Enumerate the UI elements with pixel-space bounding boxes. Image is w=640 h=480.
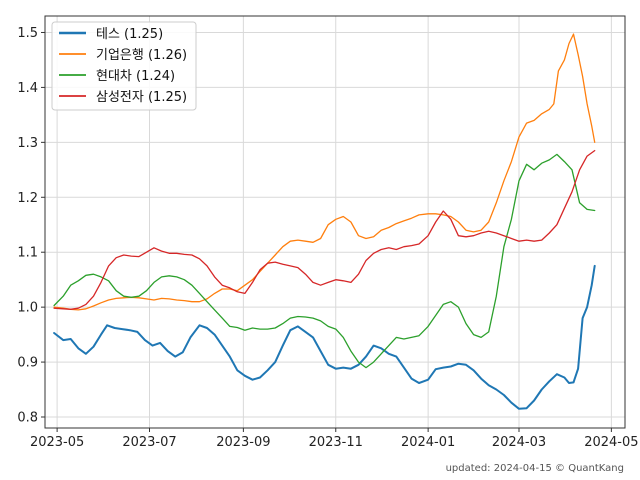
- series-line-0: [53, 264, 596, 410]
- x-tick-label: 2024-03: [492, 435, 546, 450]
- y-tick-label: 1.5: [17, 26, 38, 41]
- legend-label-0: 테스 (1.25): [96, 27, 163, 42]
- footer-note: updated: 2024-04-15 © QuantKang: [446, 463, 624, 474]
- grid: [45, 16, 625, 428]
- x-tick-label: 2024-01: [401, 435, 455, 450]
- series-line-1: [53, 33, 596, 311]
- series-lines: [53, 33, 596, 410]
- y-tick-label: 1.0: [17, 301, 38, 316]
- x-tick-label: 2023-05: [30, 435, 84, 450]
- legend-label-1: 기업은행 (1.26): [96, 47, 187, 63]
- x-tick-label: 2023-09: [216, 435, 270, 450]
- series-line-3: [53, 149, 596, 310]
- series-line-2: [53, 153, 596, 369]
- y-tick-label: 1.2: [17, 191, 38, 206]
- y-tick-label: 0.9: [17, 356, 38, 371]
- x-tick-label: 2024-05: [584, 435, 638, 450]
- y-tick-label: 1.4: [17, 81, 38, 96]
- x-tick-label: 2023-11: [309, 435, 363, 450]
- legend: 테스 (1.25) 기업은행 (1.26) 현대차 (1.24) 삼성전자 (1.25…: [51, 21, 197, 111]
- legend-label-2: 현대차 (1.24): [96, 69, 175, 84]
- legend-box: [51, 21, 197, 111]
- y-tick-label: 0.8: [17, 411, 38, 426]
- axes: 2023-05 2023-07 2023-09 2023-11 2024-01 2024-…: [17, 26, 638, 450]
- x-tick-label: 2023-07: [122, 435, 176, 450]
- y-tick-label: 1.3: [17, 136, 38, 151]
- y-tick-label: 1.1: [17, 246, 38, 261]
- legend-label-3: 삼성전자 (1.25): [96, 90, 187, 105]
- plot-frame: [44, 15, 626, 429]
